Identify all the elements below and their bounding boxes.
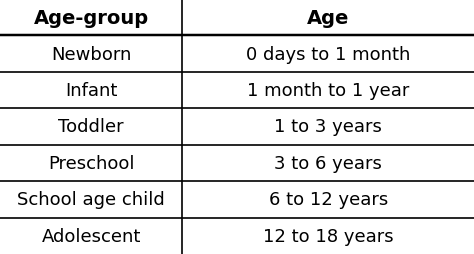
Text: 12 to 18 years: 12 to 18 years: [263, 227, 393, 245]
Text: Adolescent: Adolescent: [42, 227, 141, 245]
Text: Newborn: Newborn: [51, 45, 131, 64]
Text: Infant: Infant: [65, 82, 118, 100]
Text: School age child: School age child: [18, 190, 165, 209]
Text: 0 days to 1 month: 0 days to 1 month: [246, 45, 410, 64]
Text: 1 to 3 years: 1 to 3 years: [274, 118, 382, 136]
Text: Age: Age: [307, 9, 349, 28]
Text: Preschool: Preschool: [48, 154, 135, 172]
Text: Age-group: Age-group: [34, 9, 149, 28]
Text: 6 to 12 years: 6 to 12 years: [269, 190, 388, 209]
Text: Toddler: Toddler: [58, 118, 124, 136]
Text: 1 month to 1 year: 1 month to 1 year: [247, 82, 410, 100]
Text: 3 to 6 years: 3 to 6 years: [274, 154, 382, 172]
